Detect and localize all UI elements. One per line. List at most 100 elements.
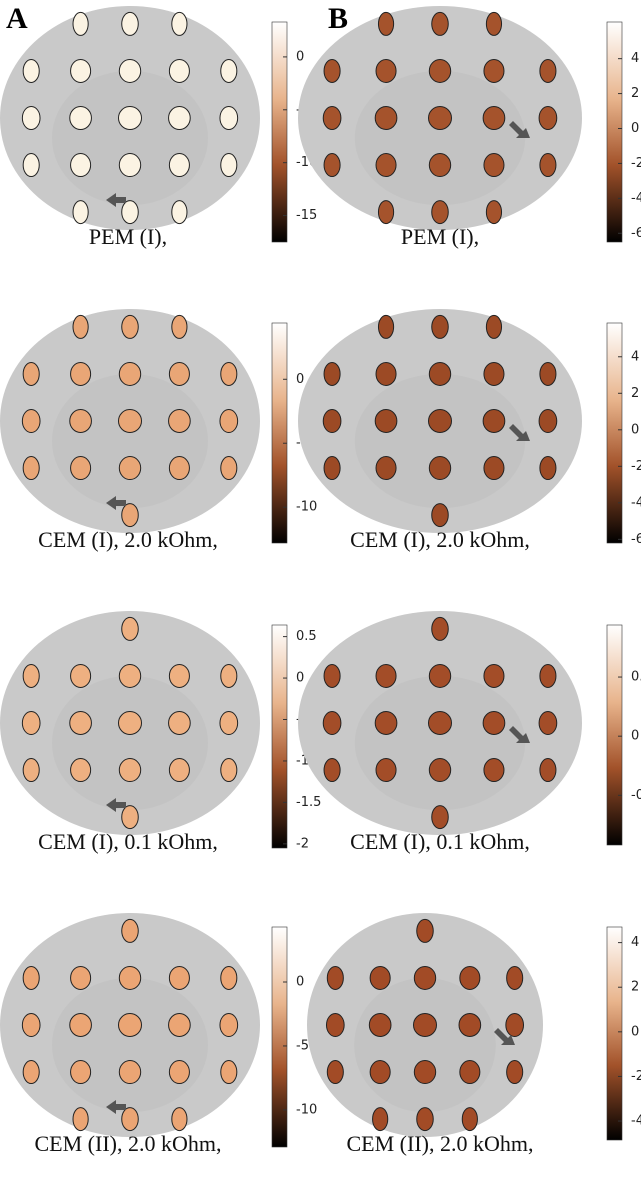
electrode [121, 805, 139, 830]
electrode [374, 409, 398, 433]
electrode [368, 1013, 392, 1037]
electrode [428, 663, 452, 688]
electrode [483, 663, 505, 688]
electrode [220, 758, 238, 783]
electrode [431, 616, 449, 641]
electrode [22, 361, 40, 386]
electrode [219, 106, 239, 130]
panel-caption: CEM (I), 0.1 kOhm, [38, 829, 218, 854]
electrode [539, 361, 557, 386]
colorbar-tick-label: -2 [296, 836, 309, 851]
electrode [70, 965, 92, 990]
colorbar-tick-label: -1.5 [296, 795, 321, 810]
electrode [369, 965, 391, 990]
electrode [483, 361, 505, 386]
electrode [118, 409, 142, 433]
colorbar-tick-label: 4 [631, 349, 639, 364]
electrode [322, 409, 342, 433]
electrode [375, 456, 397, 481]
head-shade [354, 373, 526, 509]
electrode [22, 758, 40, 783]
colorbar-tick-label: -0.5 [631, 788, 641, 803]
head-shade [354, 70, 526, 206]
arrow [106, 496, 126, 510]
electrode [431, 200, 449, 225]
electrode [121, 314, 139, 339]
electrode [118, 361, 142, 386]
electrode [219, 409, 239, 433]
electrode [168, 409, 191, 433]
electrode [506, 1060, 524, 1085]
head-shade [354, 977, 496, 1113]
electrode [69, 106, 92, 130]
electrode [118, 758, 142, 783]
electrode [70, 456, 92, 481]
electrode [431, 805, 449, 830]
electrode [322, 106, 342, 130]
electrode [22, 58, 40, 83]
panel-caption: CEM (I), 2.0 kOhm, [38, 527, 218, 552]
electrode [118, 1060, 142, 1085]
electrode [505, 1013, 525, 1037]
electrode [323, 58, 341, 83]
electrode [431, 11, 449, 36]
electrode [168, 711, 191, 735]
electrode [21, 106, 41, 130]
electrode [219, 1013, 239, 1037]
colorbar [271, 322, 288, 544]
electrode [377, 200, 395, 225]
arrow [494, 1028, 515, 1045]
electrode [121, 200, 139, 225]
electrode [168, 1013, 191, 1037]
electrode [539, 758, 557, 783]
electrode [458, 1013, 482, 1037]
colorbar-tick-label: -4 [631, 495, 641, 510]
colorbar [606, 624, 623, 846]
colorbar [606, 21, 623, 243]
electrode [72, 314, 89, 339]
electrode [72, 1107, 89, 1132]
electrode [538, 711, 558, 735]
electrode [220, 153, 238, 178]
electrode [483, 758, 505, 783]
electrode [459, 965, 481, 990]
colorbar-tick-label: -4 [631, 191, 641, 206]
electrode [483, 153, 505, 178]
electrode [171, 314, 188, 339]
electrode [69, 1013, 92, 1037]
electrode [168, 663, 190, 688]
panel-caption: CEM (I), 2.0 kOhm, [350, 527, 530, 552]
electrode [459, 1060, 481, 1085]
electrode [219, 711, 239, 735]
electrode [21, 409, 41, 433]
electrode [413, 1013, 437, 1037]
panel-caption: CEM (II), 2.0 kOhm, [347, 1131, 534, 1156]
electrode [325, 1013, 345, 1037]
electrode [428, 361, 452, 386]
electrode [326, 1060, 344, 1085]
colorbar-tick-label: 0 [631, 1024, 639, 1039]
colorbar-tick-label: -4 [631, 1114, 641, 1129]
electrode [323, 153, 341, 178]
electrode [121, 503, 139, 528]
colorbar-tick-label: 0.5 [631, 670, 641, 685]
electrode [375, 361, 397, 386]
electrode [485, 200, 503, 225]
electrode [220, 361, 238, 386]
electrode [372, 1107, 389, 1132]
colorbar-tick-label: 0 [296, 372, 304, 387]
electrode [375, 663, 397, 688]
electrode [121, 918, 139, 943]
electrode [413, 1060, 437, 1085]
electrode [323, 758, 341, 783]
electrode [69, 409, 92, 433]
electrode [118, 456, 142, 481]
colorbar-tick-label: -6 [631, 226, 641, 241]
electrode [482, 711, 506, 735]
electrode [428, 58, 452, 83]
electrode [22, 965, 40, 990]
colorbar-tick-label: 2 [631, 386, 639, 401]
colorbar [271, 624, 288, 849]
electrode [118, 58, 142, 83]
